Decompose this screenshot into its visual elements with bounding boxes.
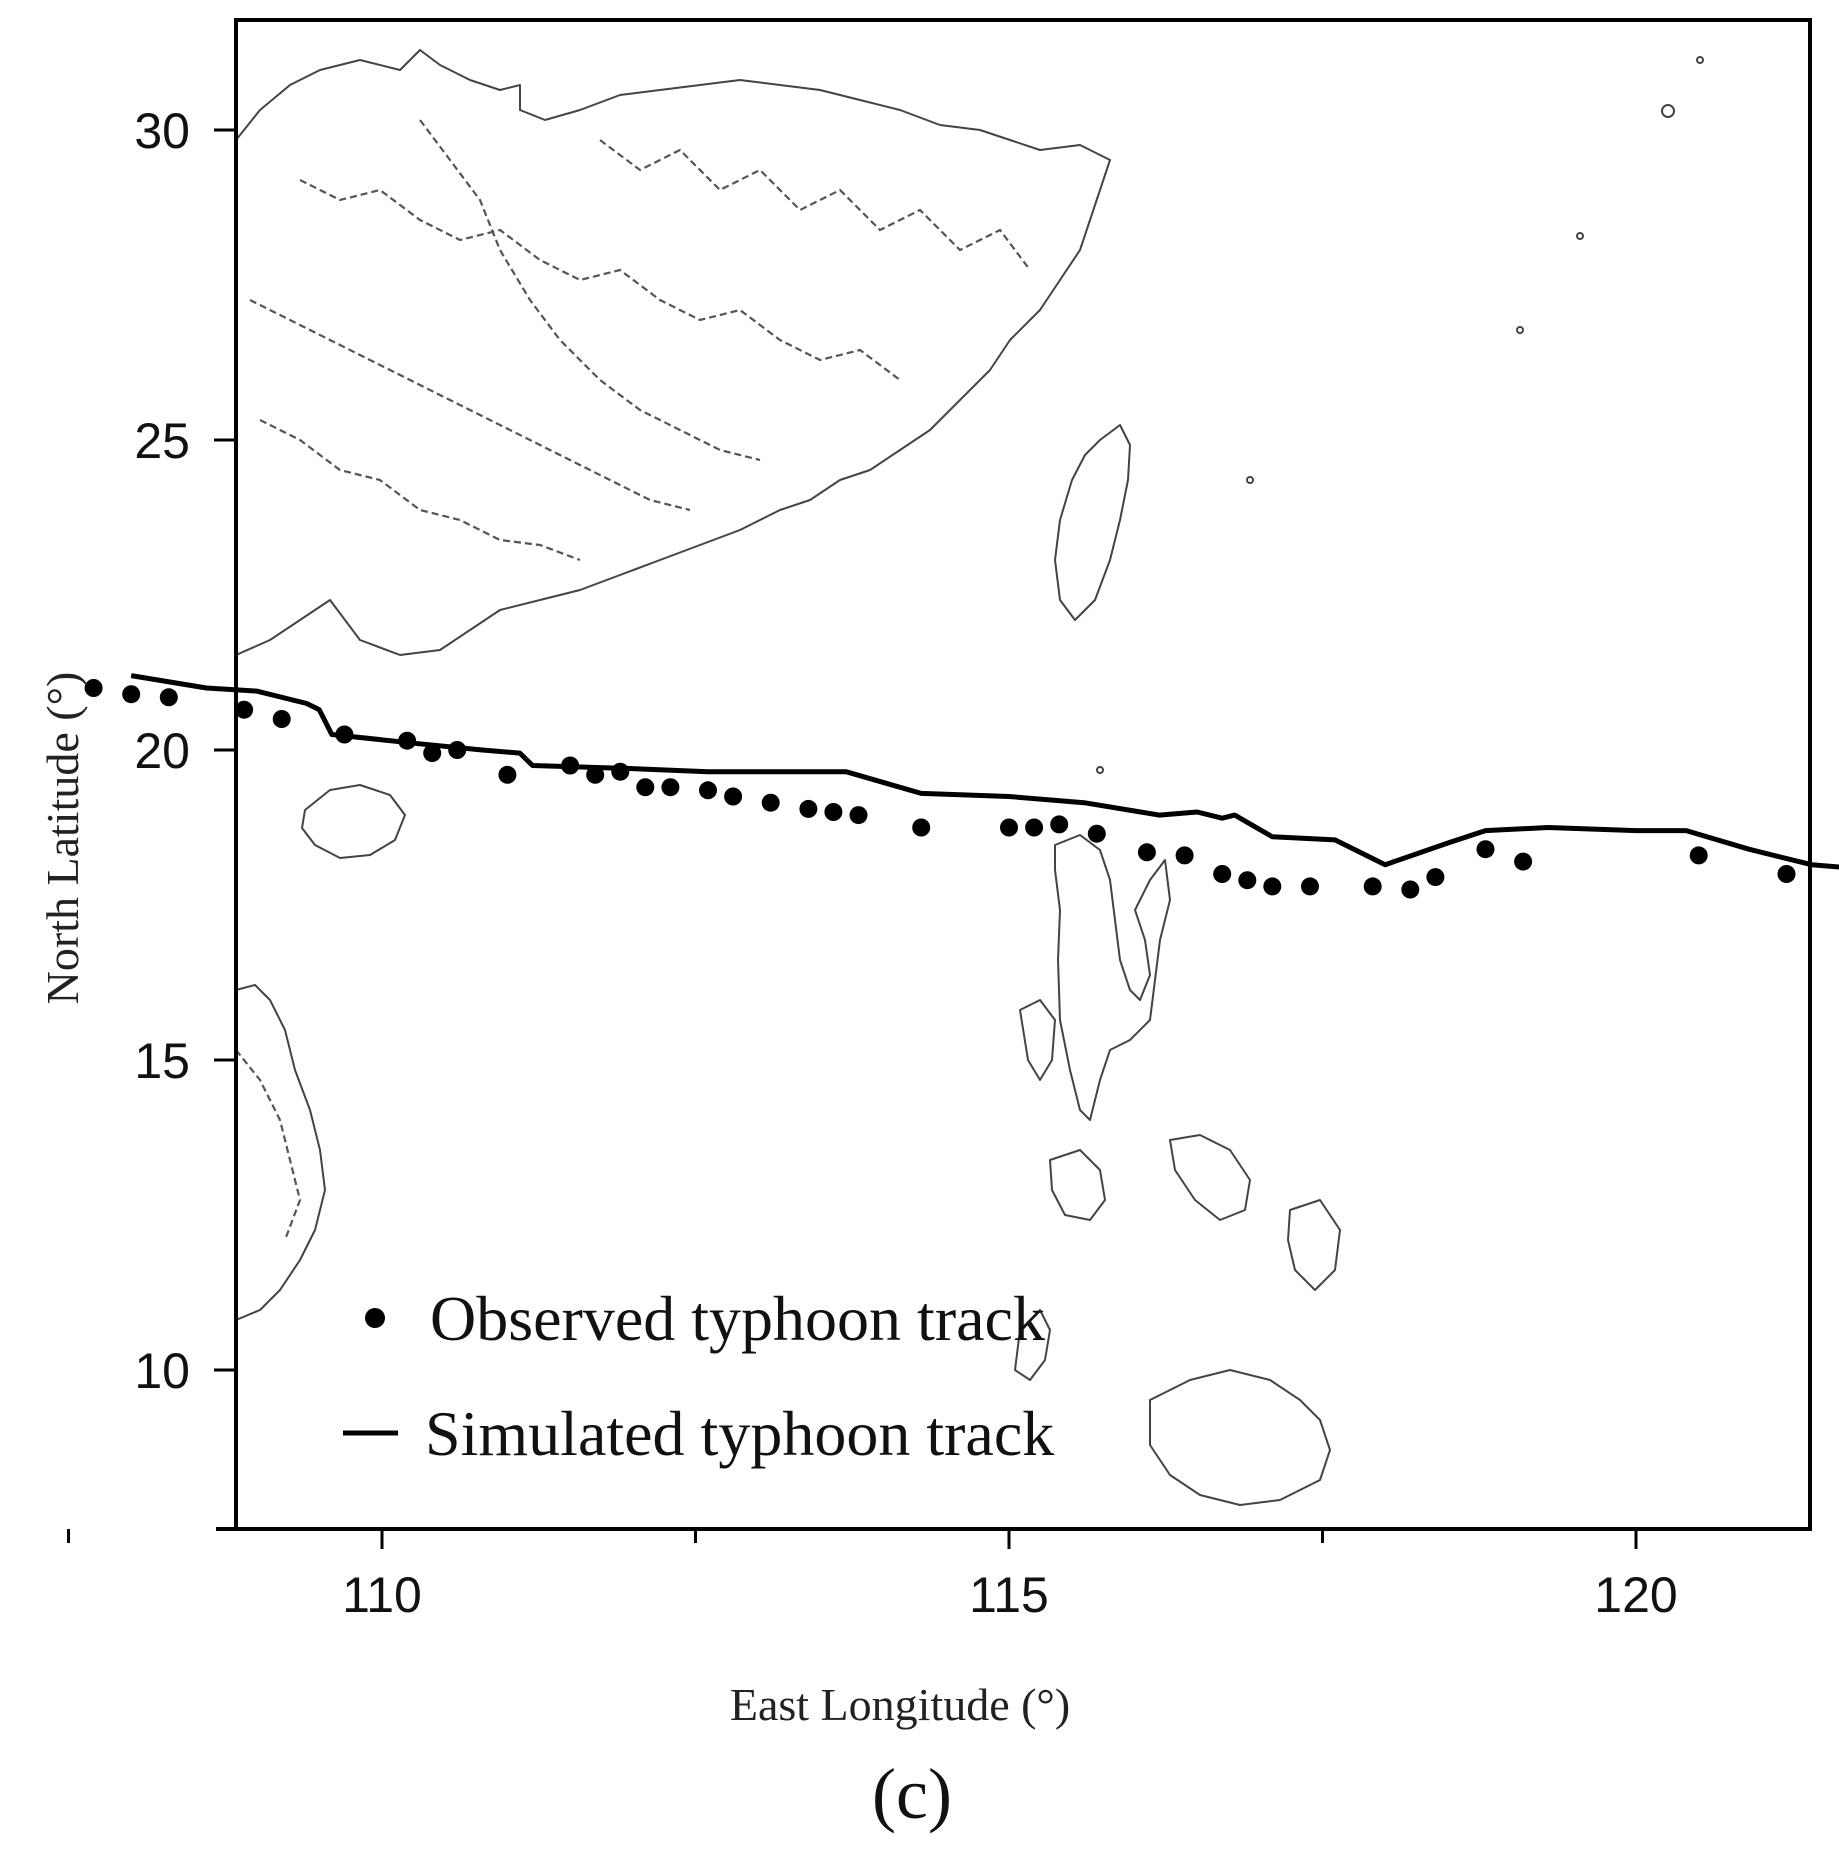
- x-axis-title: East Longitude (°): [730, 1679, 1070, 1730]
- mainland-detail-2: [249, 299, 691, 512]
- luzon-coastline: [1054, 834, 1171, 1121]
- y-tick-label: 15: [134, 1033, 190, 1089]
- mainland-coastline: [235, 49, 1111, 656]
- observed-track-point: [398, 731, 417, 750]
- simulated-track-line: [130, 673, 1839, 870]
- observed-track-point: [1301, 877, 1319, 896]
- observed-track-point: [1476, 840, 1495, 859]
- mainland-detail-5: [419, 119, 761, 462]
- observed-track-point: [1777, 865, 1796, 883]
- observed-track-points: [84, 679, 1796, 899]
- x-tick-label: 115: [969, 1567, 1049, 1623]
- observed-track-point: [1137, 843, 1156, 862]
- mindoro-coastline: [1019, 999, 1056, 1081]
- observed-track-point: [761, 793, 780, 812]
- observed-track-point: [235, 700, 254, 719]
- observed-track-point: [661, 778, 680, 797]
- observed-track-point: [1363, 877, 1382, 896]
- observed-track-point: [1000, 818, 1018, 837]
- y-tick-label: 20: [134, 723, 190, 779]
- observed-track-point: [1238, 871, 1257, 890]
- y-tick-label: 30: [134, 103, 190, 159]
- observed-track-point: [1514, 852, 1533, 871]
- coastline-layer: [235, 49, 1704, 1506]
- y-axis-title: North Latitude (°): [37, 672, 88, 1005]
- y-tick-label: 10: [134, 1343, 190, 1399]
- palawan-coastline: [1014, 1309, 1051, 1381]
- observed-track-point: [335, 725, 354, 744]
- observed-track-point: [611, 762, 630, 781]
- panel-label: (c): [872, 1754, 952, 1834]
- island-outline: [1661, 104, 1675, 118]
- indochina-detail: [235, 1049, 302, 1241]
- legend-label-simulated: Simulated typhoon track: [425, 1398, 1054, 1469]
- observed-track-point: [1213, 865, 1232, 883]
- x-axis-ticks: 110115120125130: [67, 1529, 1678, 1623]
- observed-track-point: [586, 765, 605, 784]
- observed-track-point: [122, 685, 141, 704]
- mainland-detail-3: [599, 139, 1031, 271]
- visayas-coastline-1: [1049, 1149, 1106, 1221]
- legend-label-observed: Observed typhoon track: [430, 1283, 1045, 1354]
- island-outline: [1576, 232, 1584, 240]
- mindanao-coastline: [1149, 1369, 1331, 1506]
- observed-track-point: [272, 710, 291, 728]
- taiwan-coastline: [1054, 424, 1131, 621]
- hainan-coastline: [301, 784, 406, 859]
- indochina-coastline: [235, 984, 326, 1321]
- observed-track-point: [799, 799, 818, 818]
- mainland-detail-4: [259, 419, 581, 562]
- observed-track-point: [423, 744, 442, 763]
- observed-track-point: [1050, 815, 1069, 834]
- observed-track-point: [912, 818, 931, 837]
- mainland-detail-1: [299, 179, 901, 381]
- island-outline: [1096, 766, 1104, 774]
- island-outline: [1516, 326, 1524, 334]
- legend-marker-observed: [365, 1308, 385, 1328]
- observed-track-point: [699, 781, 717, 800]
- observed-track-point: [1689, 846, 1708, 865]
- observed-track-point: [1426, 868, 1445, 887]
- legend: Observed typhoon track Simulated typhoon…: [343, 1283, 1054, 1469]
- observed-track-point: [561, 756, 580, 775]
- observed-track-point: [1025, 818, 1044, 837]
- observed-track-point: [1263, 877, 1282, 896]
- observed-track-point: [1175, 846, 1194, 865]
- island-outline: [1696, 56, 1704, 64]
- observed-track-point: [498, 765, 517, 784]
- island-outline: [1246, 476, 1254, 484]
- observed-track-point: [849, 806, 868, 825]
- samar-coastline: [1287, 1199, 1341, 1291]
- x-tick-label: 110: [342, 1567, 422, 1623]
- visayas-coastline-2: [1169, 1134, 1251, 1221]
- y-tick-label: 25: [134, 413, 190, 469]
- observed-track-point: [159, 688, 178, 707]
- observed-track-point: [636, 778, 655, 797]
- y-axis-ticks: 10 15 20 25 30: [134, 103, 236, 1399]
- observed-track-point: [1087, 824, 1106, 843]
- observed-track-point: [724, 787, 743, 806]
- observed-track-point: [84, 679, 103, 697]
- x-tick-label: 120: [1594, 1567, 1677, 1623]
- observed-track-point: [824, 803, 843, 821]
- observed-track-point: [448, 741, 467, 759]
- observed-track-point: [1401, 880, 1420, 899]
